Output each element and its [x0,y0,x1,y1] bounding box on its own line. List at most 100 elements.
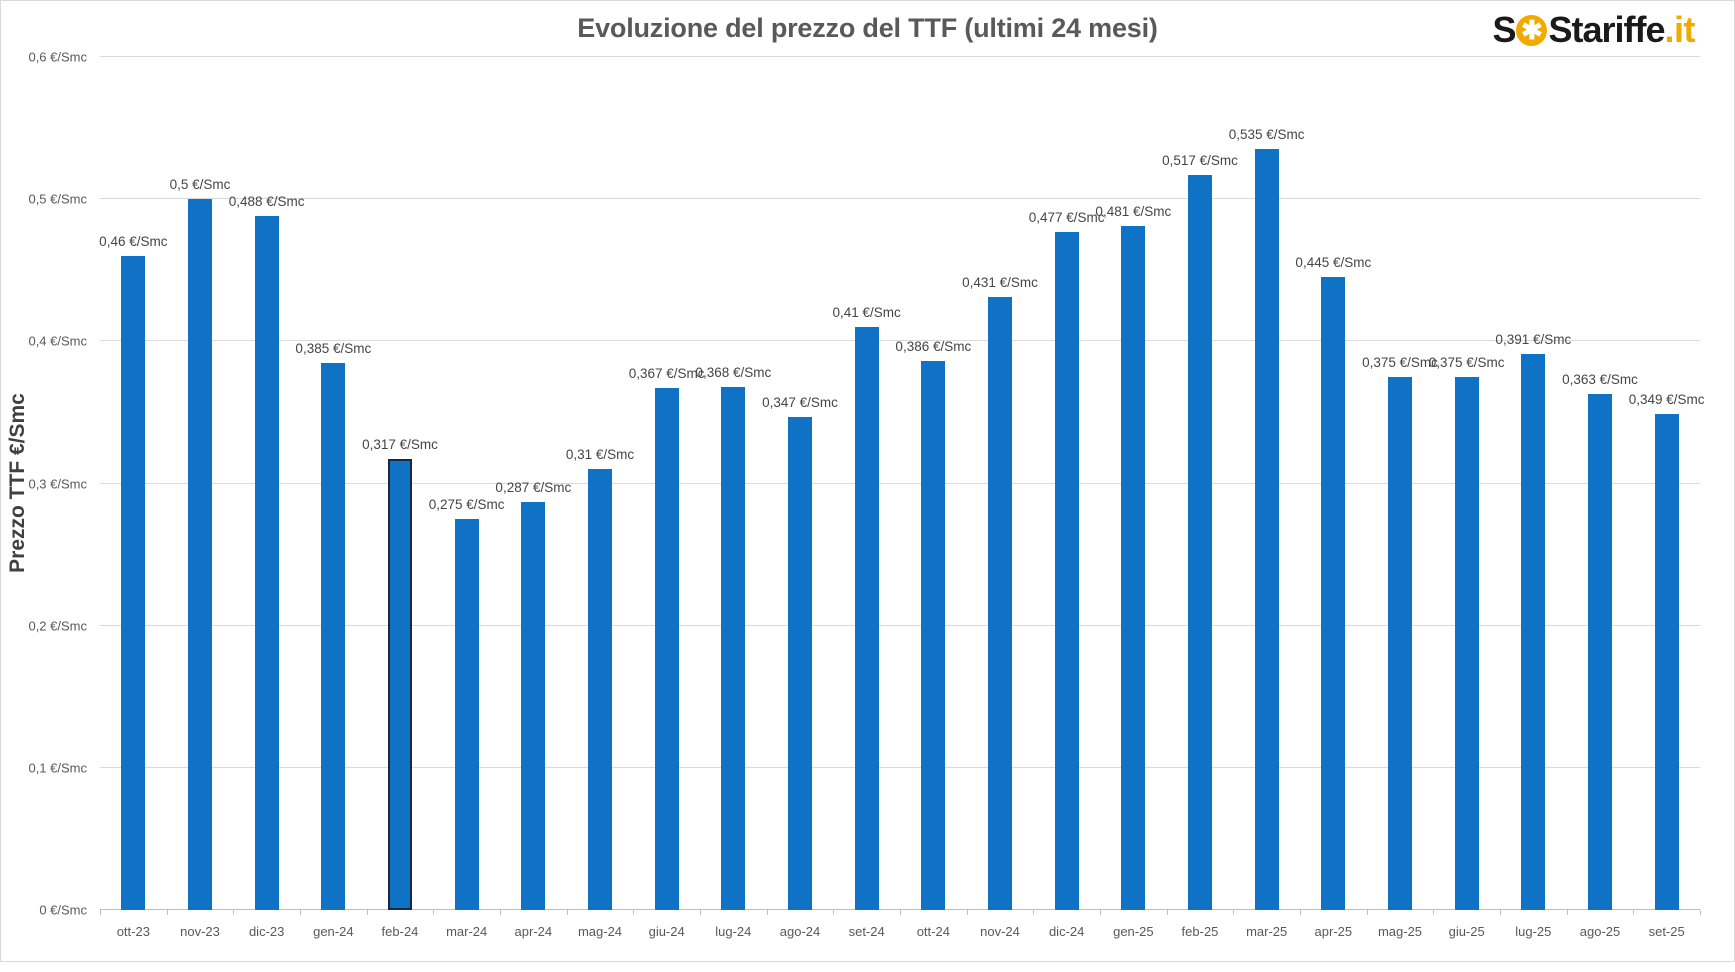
bar [187,199,212,910]
x-axis-label: apr-24 [514,924,553,939]
bar-column: 0,349 €/Smc set-25 [1629,57,1705,939]
bar-column: 0,347 €/Smc ago-24 [762,57,838,939]
x-axis-tick [1366,910,1368,915]
x-axis-tick [700,910,701,915]
x-axis-tick [233,910,235,915]
x-axis-label: gen-24 [313,924,354,939]
bar-column: 0,287 €/Smc apr-24 [495,57,571,939]
gridline [100,624,1700,626]
chart-title: Evoluzione del prezzo del TTF (ultimi 24… [577,13,1158,43]
bar-value-label: 0,477 €/Smc [1028,209,1105,225]
bar-column: 0,385 €/Smc gen-24 [295,57,371,939]
gridline [100,56,1700,57]
bar-column: 0,317 €/Smc feb-24 [362,57,438,939]
x-axis-label: mag-24 [577,924,623,939]
bar [454,519,479,910]
bar [787,416,812,910]
logo-letter-s1: S [1492,9,1516,50]
x-axis-tick [766,910,768,915]
bar-column: 0,431 €/Smc nov-24 [962,57,1038,939]
bar-column: 0,535 €/Smc mar-25 [1229,57,1305,939]
bar-column: 0,5 €/Smc nov-23 [167,57,234,939]
y-tick-label: 0 €/Smc [39,902,87,918]
bar-value-label: 0,349 €/Smc [1628,391,1705,407]
bar-column: 0,46 €/Smc ott-23 [99,57,168,939]
bar-value-label: 0,347 €/Smc [762,394,838,410]
x-axis-label: feb-24 [381,924,419,939]
x-axis-label: gen-25 [1113,924,1154,939]
logo-sun-icon: ✱ [1516,14,1548,46]
y-tick-label: 0,1 €/Smc [28,760,87,776]
bar-column: 0,275 €/Smc mar-24 [429,57,505,939]
bar [654,388,679,910]
x-axis-label: giu-25 [1448,924,1485,939]
bar-value-label: 0,287 €/Smc [495,479,572,495]
y-tick-label: 0,4 €/Smc [28,333,87,349]
bar [1387,376,1412,910]
bar-value-label: 0,363 €/Smc [1562,371,1638,387]
logo-name: tariffe [1571,9,1665,50]
gridline [100,909,1700,910]
bar [321,362,346,910]
bar [1521,354,1546,910]
bar-column: 0,363 €/Smc ago-25 [1562,57,1638,939]
x-axis-tick [833,910,835,915]
bar-value-label: 0,481 €/Smc [1095,204,1172,220]
bar-value-label: 0,41 €/Smc [832,305,901,321]
bar-value-label: 0,445 €/Smc [1295,255,1372,271]
bar [1121,226,1146,910]
x-axis-label: apr-25 [1314,924,1353,939]
x-axis-label: ago-25 [1579,924,1621,939]
bar-column: 0,386 €/Smc ott-24 [895,57,971,939]
x-axis-label: lug-25 [1515,924,1552,939]
y-tick-label: 0,2 €/Smc [28,618,87,634]
gridline [100,482,1700,484]
x-axis-tick [500,910,501,915]
bar-value-label: 0,375 €/Smc [1428,354,1505,370]
bar-value-label: 0,275 €/Smc [428,497,505,513]
x-axis-label: ott-23 [116,924,150,939]
bar-column: 0,368 €/Smc lug-24 [695,57,771,939]
bar-value-label: 0,431 €/Smc [962,275,1038,291]
bar-column: 0,477 €/Smc dic-24 [1029,57,1105,939]
y-tick-label: 0,3 €/Smc [28,476,87,491]
bar-column: 0,367 €/Smc giu-24 [629,57,705,939]
x-axis-label: nov-24 [980,924,1020,939]
bar-value-label: 0,375 €/Smc [1362,354,1438,370]
bar-value-label: 0,368 €/Smc [695,364,772,380]
bar-column: 0,481 €/Smc gen-25 [1095,57,1171,939]
x-axis-tick [300,910,301,915]
x-axis-tick [1233,910,1235,915]
x-axis-tick [1500,910,1501,915]
x-axis-label: nov-23 [180,924,220,939]
bar-value-label: 0,488 €/Smc [228,194,305,210]
bar [1321,277,1346,910]
bar [721,386,746,910]
bar [387,459,412,910]
x-axis-tick [1033,910,1035,915]
x-axis-tick [900,910,901,915]
x-axis-tick [1166,910,1168,915]
x-axis-tick [1633,910,1635,915]
bar [1454,376,1479,910]
gridline [100,198,1700,200]
logo-tld: .it [1664,9,1696,50]
y-tick-label: 0,5 €/Smc [28,191,87,207]
bar [854,327,879,910]
x-axis-tick [1300,910,1301,915]
bar-column: 0,517 €/Smc feb-25 [1162,57,1238,939]
bar-value-label: 0,46 €/Smc [99,234,168,250]
x-axis-label: giu-24 [648,924,685,939]
x-axis-tick [433,910,435,915]
bar [521,501,546,910]
x-axis-label: mag-25 [1377,924,1423,939]
x-axis-tick [966,910,968,915]
x-axis-label: set-25 [1648,924,1685,939]
bar-value-label: 0,367 €/Smc [628,366,705,382]
bar-column: 0,41 €/Smc set-24 [832,57,901,939]
x-axis-tick [100,910,101,915]
x-axis-tick [1700,910,1701,915]
bar [587,469,612,910]
x-axis-tick [166,910,168,915]
